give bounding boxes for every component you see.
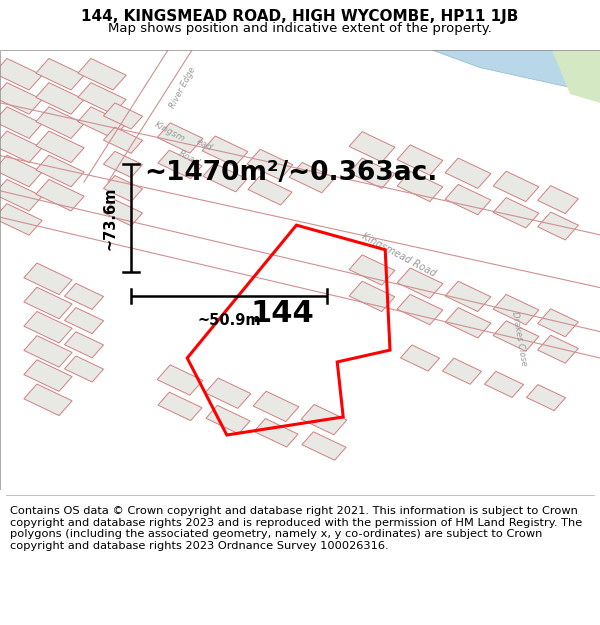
Polygon shape: [526, 384, 566, 411]
Text: Kingsm: Kingsm: [153, 119, 187, 143]
Text: Road: Road: [177, 148, 202, 167]
Polygon shape: [0, 155, 42, 187]
Polygon shape: [247, 149, 293, 179]
Polygon shape: [0, 58, 42, 90]
Text: Contains OS data © Crown copyright and database right 2021. This information is : Contains OS data © Crown copyright and d…: [10, 506, 583, 551]
Polygon shape: [103, 176, 143, 202]
Text: Drakes Close: Drakes Close: [510, 311, 528, 366]
Polygon shape: [202, 136, 248, 166]
Polygon shape: [157, 365, 203, 395]
Polygon shape: [397, 294, 443, 325]
Text: ~50.9m: ~50.9m: [197, 313, 261, 328]
Polygon shape: [157, 123, 203, 153]
Polygon shape: [158, 392, 202, 421]
Polygon shape: [445, 281, 491, 312]
Polygon shape: [397, 268, 443, 298]
Polygon shape: [24, 336, 72, 367]
Polygon shape: [24, 384, 72, 416]
Polygon shape: [538, 186, 578, 214]
Text: 144: 144: [250, 299, 314, 329]
Polygon shape: [493, 198, 539, 228]
Polygon shape: [103, 103, 143, 129]
Polygon shape: [552, 50, 600, 102]
Polygon shape: [493, 294, 539, 325]
Polygon shape: [400, 345, 440, 371]
Polygon shape: [158, 150, 202, 179]
Polygon shape: [248, 176, 292, 205]
Polygon shape: [36, 179, 84, 211]
Text: Map shows position and indicative extent of the property.: Map shows position and indicative extent…: [108, 22, 492, 35]
Polygon shape: [445, 308, 491, 338]
Polygon shape: [493, 321, 539, 351]
Polygon shape: [538, 212, 578, 240]
Polygon shape: [36, 58, 84, 90]
Polygon shape: [442, 358, 482, 384]
Polygon shape: [302, 432, 346, 460]
Polygon shape: [103, 127, 143, 153]
Polygon shape: [397, 145, 443, 175]
Polygon shape: [0, 82, 42, 114]
Polygon shape: [103, 200, 143, 226]
Text: River Edge: River Edge: [169, 65, 197, 109]
Polygon shape: [445, 158, 491, 188]
Polygon shape: [349, 281, 395, 312]
Polygon shape: [64, 283, 104, 309]
Polygon shape: [36, 131, 84, 162]
Polygon shape: [24, 360, 72, 391]
Polygon shape: [24, 263, 72, 294]
Polygon shape: [432, 50, 600, 94]
Polygon shape: [78, 82, 126, 114]
Polygon shape: [301, 404, 347, 435]
Polygon shape: [64, 332, 104, 358]
Polygon shape: [445, 184, 491, 215]
Polygon shape: [206, 406, 250, 434]
Polygon shape: [397, 171, 443, 202]
Polygon shape: [349, 158, 395, 188]
Polygon shape: [203, 163, 247, 192]
Text: ~1470m²/~0.363ac.: ~1470m²/~0.363ac.: [144, 160, 437, 186]
Polygon shape: [254, 419, 298, 447]
Text: 144, KINGSMEAD ROAD, HIGH WYCOMBE, HP11 1JB: 144, KINGSMEAD ROAD, HIGH WYCOMBE, HP11 …: [82, 9, 518, 24]
Polygon shape: [36, 82, 84, 114]
Polygon shape: [253, 391, 299, 422]
Polygon shape: [0, 179, 42, 211]
Polygon shape: [0, 204, 42, 235]
Polygon shape: [24, 311, 72, 343]
Polygon shape: [493, 171, 539, 202]
Polygon shape: [538, 309, 578, 337]
Polygon shape: [24, 288, 72, 319]
Polygon shape: [103, 151, 143, 178]
Polygon shape: [349, 255, 395, 285]
Text: ~73.6m: ~73.6m: [103, 187, 118, 250]
Polygon shape: [538, 335, 578, 363]
Polygon shape: [484, 371, 524, 398]
Text: Kingsmead Road: Kingsmead Road: [360, 231, 437, 278]
Polygon shape: [0, 107, 42, 138]
Polygon shape: [78, 107, 126, 138]
Text: ead: ead: [195, 137, 214, 152]
Polygon shape: [64, 356, 104, 382]
Polygon shape: [205, 378, 251, 408]
Polygon shape: [36, 155, 84, 187]
Polygon shape: [349, 132, 395, 162]
Polygon shape: [78, 58, 126, 90]
Polygon shape: [64, 308, 104, 334]
Polygon shape: [289, 162, 335, 192]
Polygon shape: [36, 107, 84, 138]
Polygon shape: [0, 131, 42, 162]
